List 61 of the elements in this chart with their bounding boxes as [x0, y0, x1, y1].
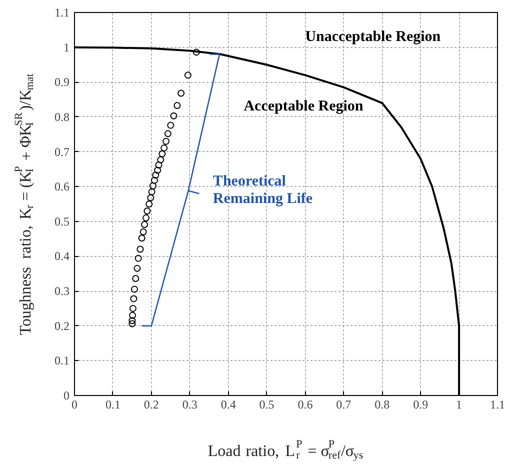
point	[149, 182, 156, 190]
point	[178, 90, 185, 97]
x-tick-label: 0.7	[336, 398, 352, 412]
x-tick-label: 0.6	[298, 398, 313, 412]
point	[128, 317, 136, 324]
point	[129, 304, 136, 312]
point	[162, 138, 170, 145]
x-tick-label: 0.2	[144, 398, 159, 412]
y-tick-label: 1	[64, 40, 70, 54]
point	[147, 194, 154, 202]
x-tick-label: 0.4	[220, 398, 236, 412]
point	[144, 207, 151, 214]
point	[146, 200, 153, 208]
x-tick-label: 0.3	[182, 398, 198, 412]
y-tick-label: 0.7	[54, 144, 70, 159]
point	[170, 112, 178, 120]
x-tick-label: 0.8	[374, 398, 390, 412]
y-tick-label: 0.1	[54, 354, 70, 368]
y-tick-label: 0.9	[54, 75, 70, 90]
point	[155, 162, 162, 168]
y-tick-label: 0.3	[54, 284, 70, 298]
point	[152, 172, 160, 179]
point	[129, 312, 136, 319]
x-tick-label: 1.1	[490, 398, 505, 412]
y-tick-label: 0.4	[54, 249, 70, 264]
point	[184, 72, 192, 79]
point	[128, 320, 136, 328]
point	[142, 214, 150, 222]
point	[192, 48, 200, 56]
y-tick-label: 0.8	[54, 110, 70, 124]
y-tick-label: 0.6	[54, 180, 70, 194]
y-tick-label: 0.2	[54, 318, 70, 333]
point	[164, 130, 172, 138]
x-tick-label: 0.5	[259, 398, 274, 412]
point	[160, 144, 168, 152]
annotation: Acceptable Region	[244, 98, 364, 115]
point	[167, 122, 174, 129]
point	[174, 102, 181, 109]
point	[140, 228, 147, 236]
annotation: Unacceptable Region	[305, 28, 442, 45]
point	[158, 150, 166, 158]
point	[140, 221, 148, 228]
point	[150, 176, 158, 184]
x-tick-label: 1	[456, 398, 462, 412]
x-tick-label: 0.1	[105, 398, 120, 412]
text: Toughness ratio, Kr = (KIP + ΦKISR)/Kmat	[13, 74, 36, 336]
y-tick-label: 0.5	[54, 214, 70, 228]
point	[154, 166, 162, 174]
x-tick-label: 0.9	[413, 398, 428, 412]
point	[134, 264, 141, 272]
annotation: Theoretical Remaining Life	[212, 173, 313, 207]
y-tick-label: 1.1	[54, 6, 70, 20]
point	[130, 286, 138, 293]
point	[136, 246, 144, 253]
point	[138, 234, 146, 242]
point	[148, 188, 156, 196]
y-tick-label: 0	[64, 388, 70, 402]
point	[157, 156, 164, 164]
point	[130, 295, 138, 302]
point	[132, 275, 140, 282]
point	[134, 254, 142, 262]
